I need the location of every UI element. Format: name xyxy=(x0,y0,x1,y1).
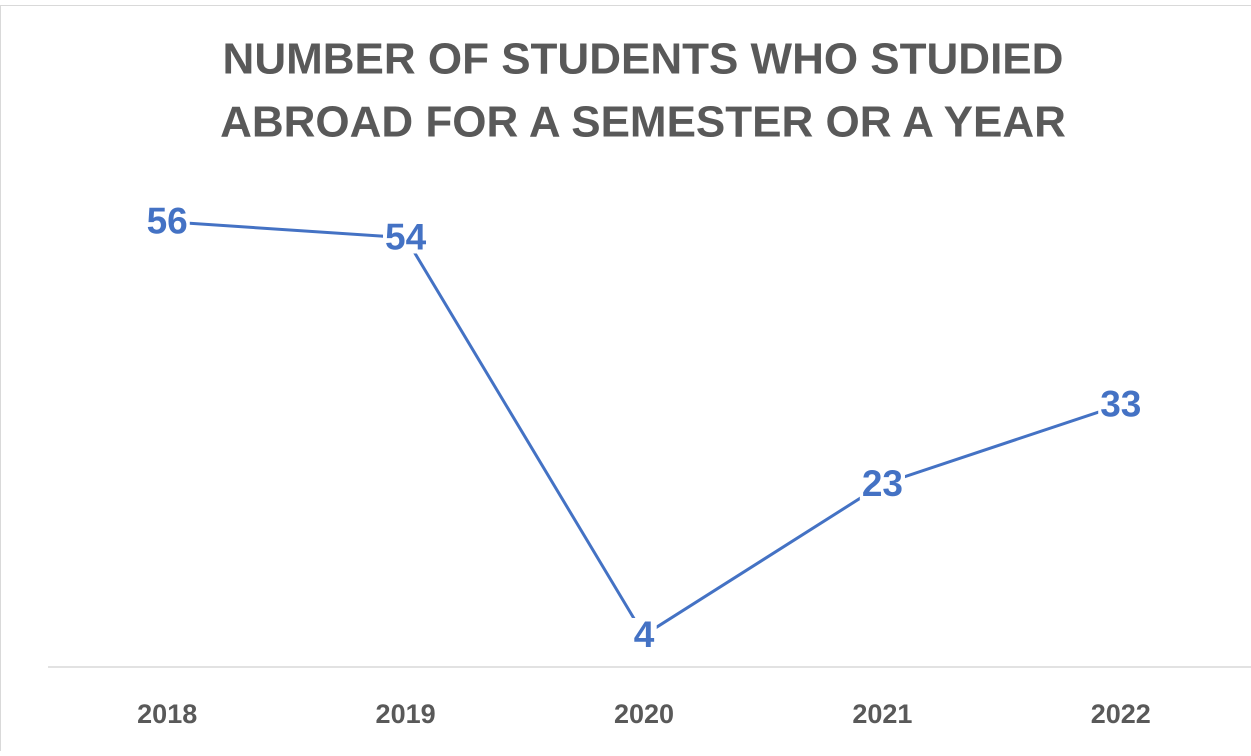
data-label: 54 xyxy=(385,216,427,257)
x-tick-label: 2018 xyxy=(137,699,197,729)
data-label: 56 xyxy=(147,201,188,242)
x-tick-label: 2021 xyxy=(852,699,912,729)
data-label: 23 xyxy=(862,463,903,504)
x-tick-label: 2022 xyxy=(1091,699,1151,729)
chart-title: ABROAD FOR A SEMESTER OR A YEAR xyxy=(220,98,1066,147)
data-label: 33 xyxy=(1100,383,1141,424)
x-tick-label: 2019 xyxy=(376,699,436,729)
x-tick-label: 2020 xyxy=(614,699,674,729)
chart-title: NUMBER OF STUDENTS WHO STUDIED xyxy=(223,35,1064,84)
data-label: 4 xyxy=(634,614,655,655)
